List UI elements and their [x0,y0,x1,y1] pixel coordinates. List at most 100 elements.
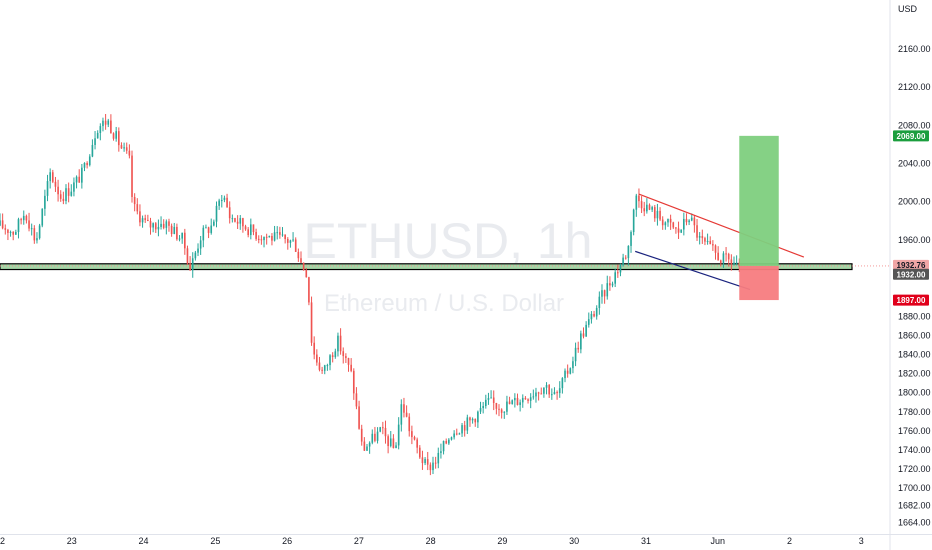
candle-body [619,265,622,273]
candle-body [527,399,529,401]
x-tick-label: 28 [426,536,436,546]
candle-body [28,220,30,229]
candle-body [482,406,484,409]
candle-body [178,238,181,240]
y-tick-label: 1740.00 [898,445,931,455]
candle-body [358,406,360,429]
candle-body [308,277,310,303]
candle-body [469,417,471,421]
candle-body [440,451,442,453]
candle-body [128,150,131,156]
candle-body [519,402,521,405]
candle-body [664,222,667,226]
candle-body [543,387,545,394]
candle-body [632,209,635,233]
candle-body [83,162,86,168]
candle-body [67,188,70,196]
candle-body [561,378,564,389]
candle-body [260,239,263,241]
candle-body [392,438,395,448]
candle-body [334,351,337,358]
candle-body [376,431,379,441]
candle-body [300,258,302,263]
candle-body [609,283,611,286]
candle-body [205,227,207,229]
y-tick-label: 2080.00 [898,120,931,130]
candle-body [733,262,735,265]
candle-body [614,272,617,284]
candle-body [294,239,297,252]
candle-body [471,418,474,421]
candle-body [149,221,152,228]
candle-body [347,358,350,365]
candle-body [263,236,265,241]
candle-body [181,232,183,239]
candle-body [448,439,450,444]
candle-body [548,385,550,395]
candle-body [20,219,22,221]
y-tick-label: 1780.00 [898,407,931,417]
candle-body [466,417,469,431]
candle-body [569,368,572,374]
candle-body [455,433,458,435]
currency-label: USD [898,4,918,14]
current-price-text: 1932.76 [897,261,926,270]
candle-body [669,218,672,223]
candle-body [368,442,371,447]
x-tick-label: 31 [641,536,651,546]
candle-body [529,397,532,401]
channel-lower-line[interactable] [635,250,751,291]
candle-body [553,392,556,395]
candle-body [342,351,345,357]
candle-body [397,424,400,446]
candle-body [213,221,215,226]
candle-body [139,211,141,223]
candle-body [136,204,139,212]
candle-body [75,176,78,183]
candle-body [574,347,577,362]
candle-body [242,218,244,227]
candle-body [189,263,191,271]
candle-body [99,126,102,133]
candle-body [165,221,168,228]
candle-body [677,228,680,233]
candle-body [273,232,276,241]
candle-body [688,220,690,223]
candle-body [577,347,580,350]
candle-body [434,462,437,464]
candle-body [540,393,543,395]
candle-body [598,296,601,309]
candle-body [30,228,33,230]
position-stop-zone[interactable] [739,265,779,301]
candle-body [59,194,62,199]
candle-body [12,231,15,235]
candle-body [379,427,382,432]
channel-upper-line[interactable] [638,193,805,258]
candle-body [234,218,236,222]
candle-body [580,333,582,350]
candle-body [617,272,619,274]
candle-body [484,399,487,407]
candle-body [141,218,144,223]
candle-body [735,262,738,264]
candle-body [210,225,213,233]
candle-body [382,427,384,429]
candle-body [603,290,606,297]
y-tick-label: 2000.00 [898,197,931,207]
candle-body [500,409,503,413]
candle-body [564,370,566,379]
position-target-zone[interactable] [739,135,779,266]
candle-body [86,162,88,166]
candle-body [646,204,648,212]
candle-body [495,402,498,409]
candle-body [611,283,614,286]
candle-body [352,370,355,394]
y-tick-label: 1760.00 [898,426,931,436]
support-zone[interactable] [0,263,853,271]
candle-body [490,397,492,399]
candle-body [458,433,461,435]
candle-body [387,436,389,447]
watermark-name: Ethereum / U.S. Dollar [324,290,564,317]
